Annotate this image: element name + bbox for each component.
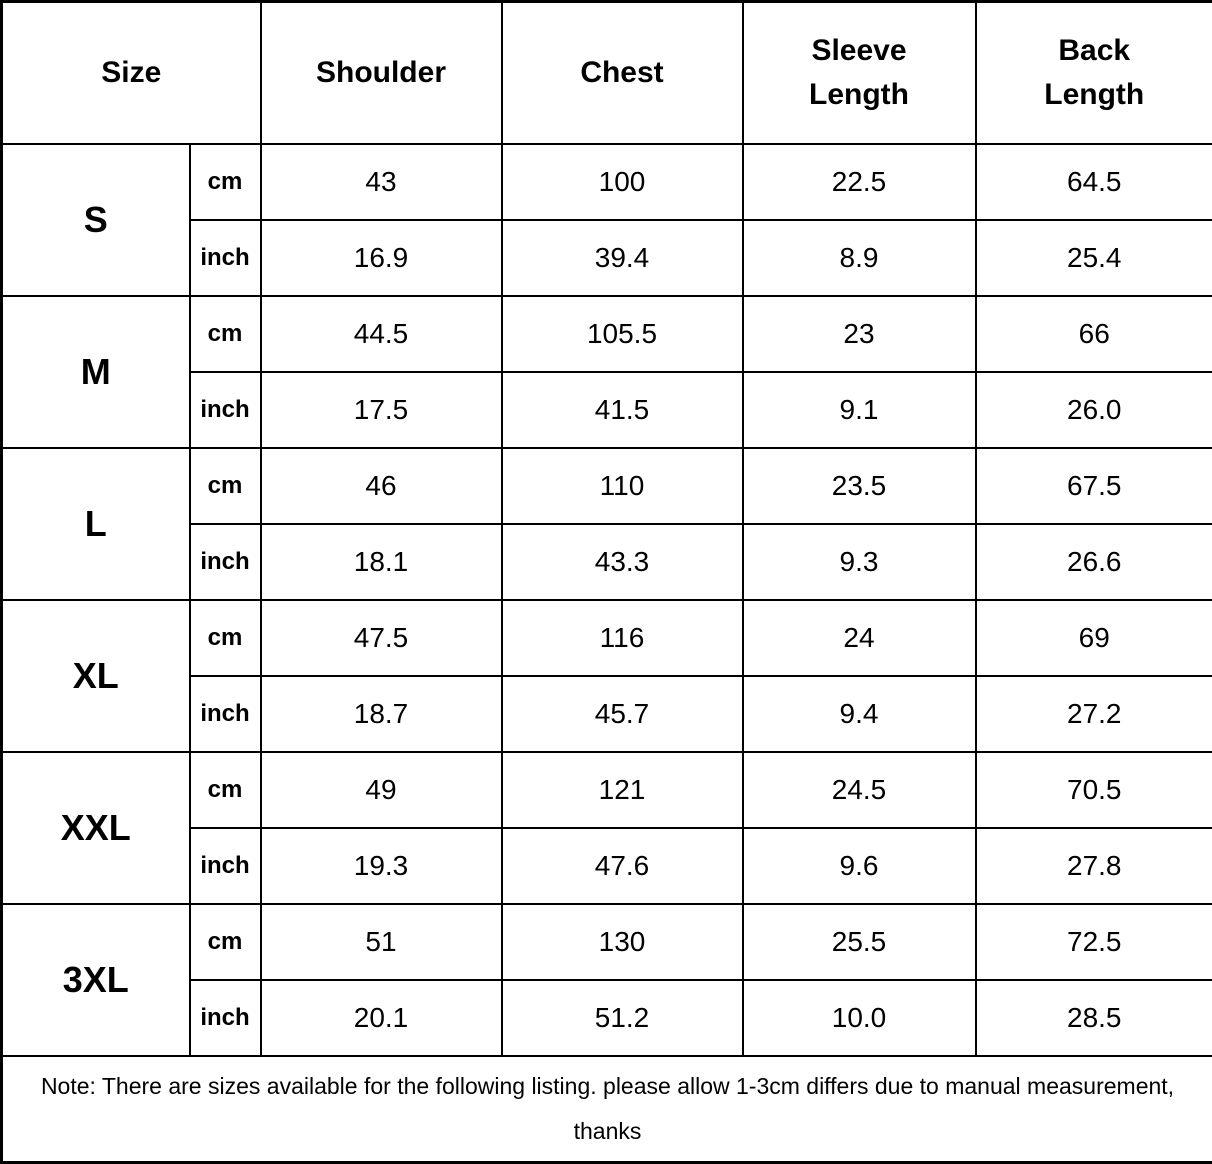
size-label-l: L bbox=[2, 448, 190, 600]
value-sleeve-cm: 25.5 bbox=[743, 904, 976, 980]
value-shoulder-inch: 17.5 bbox=[261, 372, 502, 448]
unit-label-inch: inch bbox=[190, 980, 261, 1056]
header-back-length: Back Length bbox=[976, 2, 1212, 144]
value-back-cm: 72.5 bbox=[976, 904, 1212, 980]
value-chest-inch: 43.3 bbox=[502, 524, 743, 600]
value-back-inch: 28.5 bbox=[976, 980, 1212, 1056]
header-sleeve-length: Sleeve Length bbox=[743, 2, 976, 144]
unit-label-cm: cm bbox=[190, 144, 261, 220]
value-chest-cm: 105.5 bbox=[502, 296, 743, 372]
value-shoulder-cm: 51 bbox=[261, 904, 502, 980]
value-sleeve-cm: 22.5 bbox=[743, 144, 976, 220]
value-shoulder-inch: 18.7 bbox=[261, 676, 502, 752]
value-chest-cm: 110 bbox=[502, 448, 743, 524]
value-shoulder-inch: 18.1 bbox=[261, 524, 502, 600]
value-shoulder-inch: 16.9 bbox=[261, 220, 502, 296]
value-back-cm: 64.5 bbox=[976, 144, 1212, 220]
value-sleeve-cm: 24.5 bbox=[743, 752, 976, 828]
value-sleeve-cm: 23.5 bbox=[743, 448, 976, 524]
value-back-inch: 25.4 bbox=[976, 220, 1212, 296]
value-sleeve-inch: 9.1 bbox=[743, 372, 976, 448]
value-back-cm: 66 bbox=[976, 296, 1212, 372]
value-chest-inch: 47.6 bbox=[502, 828, 743, 904]
size-label-3xl: 3XL bbox=[2, 904, 190, 1056]
value-sleeve-inch: 9.4 bbox=[743, 676, 976, 752]
value-shoulder-cm: 43 bbox=[261, 144, 502, 220]
table-row: L cm 46 110 23.5 67.5 bbox=[2, 448, 1212, 524]
size-label-s: S bbox=[2, 144, 190, 296]
unit-label-inch: inch bbox=[190, 828, 261, 904]
value-shoulder-cm: 49 bbox=[261, 752, 502, 828]
value-shoulder-cm: 46 bbox=[261, 448, 502, 524]
table-row: S cm 43 100 22.5 64.5 bbox=[2, 144, 1212, 220]
size-label-m: M bbox=[2, 296, 190, 448]
value-back-inch: 26.6 bbox=[976, 524, 1212, 600]
value-sleeve-inch: 9.6 bbox=[743, 828, 976, 904]
value-back-inch: 26.0 bbox=[976, 372, 1212, 448]
header-size: Size bbox=[2, 2, 261, 144]
size-label-xl: XL bbox=[2, 600, 190, 752]
unit-label-inch: inch bbox=[190, 524, 261, 600]
value-back-inch: 27.2 bbox=[976, 676, 1212, 752]
value-chest-inch: 45.7 bbox=[502, 676, 743, 752]
unit-label-inch: inch bbox=[190, 220, 261, 296]
value-chest-inch: 51.2 bbox=[502, 980, 743, 1056]
value-chest-inch: 41.5 bbox=[502, 372, 743, 448]
value-chest-cm: 130 bbox=[502, 904, 743, 980]
table-row: XL cm 47.5 116 24 69 bbox=[2, 600, 1212, 676]
value-sleeve-inch: 9.3 bbox=[743, 524, 976, 600]
table-row: 3XL cm 51 130 25.5 72.5 bbox=[2, 904, 1212, 980]
value-shoulder-inch: 19.3 bbox=[261, 828, 502, 904]
table-row: XXL cm 49 121 24.5 70.5 bbox=[2, 752, 1212, 828]
unit-label-inch: inch bbox=[190, 372, 261, 448]
unit-label-cm: cm bbox=[190, 296, 261, 372]
unit-label-cm: cm bbox=[190, 448, 261, 524]
header-row: Size Shoulder Chest Sleeve Length Back L… bbox=[2, 2, 1212, 144]
value-back-cm: 67.5 bbox=[976, 448, 1212, 524]
value-chest-cm: 100 bbox=[502, 144, 743, 220]
value-sleeve-cm: 24 bbox=[743, 600, 976, 676]
value-back-cm: 69 bbox=[976, 600, 1212, 676]
value-shoulder-cm: 47.5 bbox=[261, 600, 502, 676]
value-shoulder-cm: 44.5 bbox=[261, 296, 502, 372]
value-sleeve-cm: 23 bbox=[743, 296, 976, 372]
value-shoulder-inch: 20.1 bbox=[261, 980, 502, 1056]
value-chest-cm: 121 bbox=[502, 752, 743, 828]
table-row: M cm 44.5 105.5 23 66 bbox=[2, 296, 1212, 372]
note-row: Note: There are sizes available for the … bbox=[2, 1056, 1212, 1163]
value-sleeve-inch: 8.9 bbox=[743, 220, 976, 296]
size-label-xxl: XXL bbox=[2, 752, 190, 904]
value-sleeve-inch: 10.0 bbox=[743, 980, 976, 1056]
unit-label-cm: cm bbox=[190, 752, 261, 828]
value-chest-cm: 116 bbox=[502, 600, 743, 676]
unit-label-inch: inch bbox=[190, 676, 261, 752]
unit-label-cm: cm bbox=[190, 904, 261, 980]
header-chest: Chest bbox=[502, 2, 743, 144]
value-chest-inch: 39.4 bbox=[502, 220, 743, 296]
header-shoulder: Shoulder bbox=[261, 2, 502, 144]
value-back-cm: 70.5 bbox=[976, 752, 1212, 828]
value-back-inch: 27.8 bbox=[976, 828, 1212, 904]
unit-label-cm: cm bbox=[190, 600, 261, 676]
note-text: Note: There are sizes available for the … bbox=[2, 1056, 1212, 1163]
